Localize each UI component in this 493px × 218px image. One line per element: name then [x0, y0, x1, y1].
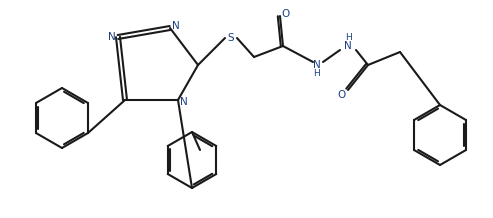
Text: N: N [313, 60, 321, 70]
Text: O: O [281, 9, 289, 19]
Text: N: N [108, 32, 116, 42]
Text: H: H [345, 34, 352, 43]
Text: O: O [338, 90, 346, 100]
Text: N: N [172, 21, 180, 31]
Text: S: S [228, 33, 234, 43]
Text: N: N [180, 97, 188, 107]
Text: N: N [344, 41, 352, 51]
Text: H: H [314, 68, 320, 78]
